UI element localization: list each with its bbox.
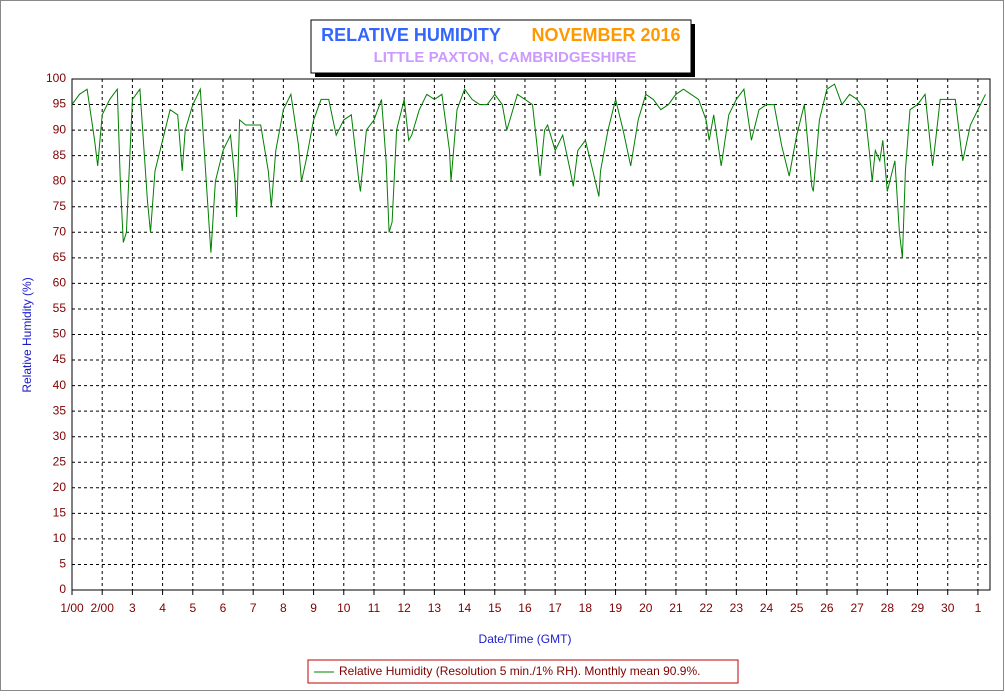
y-tick-label: 95 [53,97,67,111]
x-tick-label: 28 [881,601,895,615]
y-tick-label: 85 [53,148,67,162]
x-tick-label: 1/00 [60,601,84,615]
y-tick-label: 30 [53,429,67,443]
y-tick-label: 70 [53,224,67,238]
x-tick-label: 13 [428,601,442,615]
x-axis-label: Date/Time (GMT) [479,632,572,646]
y-tick-label: 0 [59,582,66,596]
x-tick-label: 6 [220,601,227,615]
y-tick-label: 75 [53,199,67,213]
y-tick-label: 100 [46,71,66,85]
x-tick-label: 2/00 [91,601,115,615]
x-tick-label: 5 [189,601,196,615]
y-tick-label: 80 [53,173,67,187]
y-tick-label: 45 [53,352,67,366]
x-tick-label: 24 [760,601,774,615]
x-tick-label: 19 [609,601,623,615]
legend-box [307,659,739,684]
y-tick-label: 55 [53,301,67,315]
data-line [71,83,986,258]
x-tick-label: 7 [250,601,257,615]
x-tick-label: 26 [820,601,834,615]
chart-title-period: NOVEMBER 2016 [531,25,680,45]
y-tick-label: 40 [53,378,67,392]
y-axis-label: Relative Humidity (%) [20,277,34,392]
y-tick-label: 10 [53,531,67,545]
chart-title: RELATIVE HUMIDITY [321,25,501,45]
y-tick-label: 60 [53,276,67,290]
x-tick-label: 25 [790,601,804,615]
y-tick-label: 25 [53,454,67,468]
x-tick-label: 27 [850,601,864,615]
y-tick-label: 15 [53,506,67,520]
y-tick-label: 5 [59,557,66,571]
x-tick-label: 30 [941,601,955,615]
x-tick-label: 11 [368,601,381,615]
x-tick-label: 20 [639,601,653,615]
x-tick-label: 18 [579,601,593,615]
y-tick-label: 65 [53,250,67,264]
y-tick-label: 20 [53,480,67,494]
x-tick-label: 12 [397,601,411,615]
x-tick-label: 22 [699,601,713,615]
x-tick-label: 15 [488,601,502,615]
x-tick-label: 14 [458,601,472,615]
y-tick-label: 35 [53,403,67,417]
x-tick-label: 4 [159,601,166,615]
x-tick-label: 3 [129,601,136,615]
x-tick-label: 1 [975,601,982,615]
x-tick-label: 8 [280,601,287,615]
chart-subtitle: LITTLE PAXTON, CAMBRIDGESHIRE [374,49,637,66]
x-tick-label: 9 [310,601,317,615]
y-tick-label: 90 [53,122,67,136]
x-tick-label: 17 [548,601,562,615]
x-tick-label: 23 [730,601,744,615]
x-tick-label: 10 [337,601,351,615]
title-box [310,19,692,74]
x-tick-label: 29 [911,601,925,615]
x-tick-label: 16 [518,601,532,615]
legend-label: Relative Humidity (Resolution 5 min./1% … [339,664,700,678]
y-tick-label: 50 [53,327,67,341]
x-tick-label: 21 [669,601,683,615]
